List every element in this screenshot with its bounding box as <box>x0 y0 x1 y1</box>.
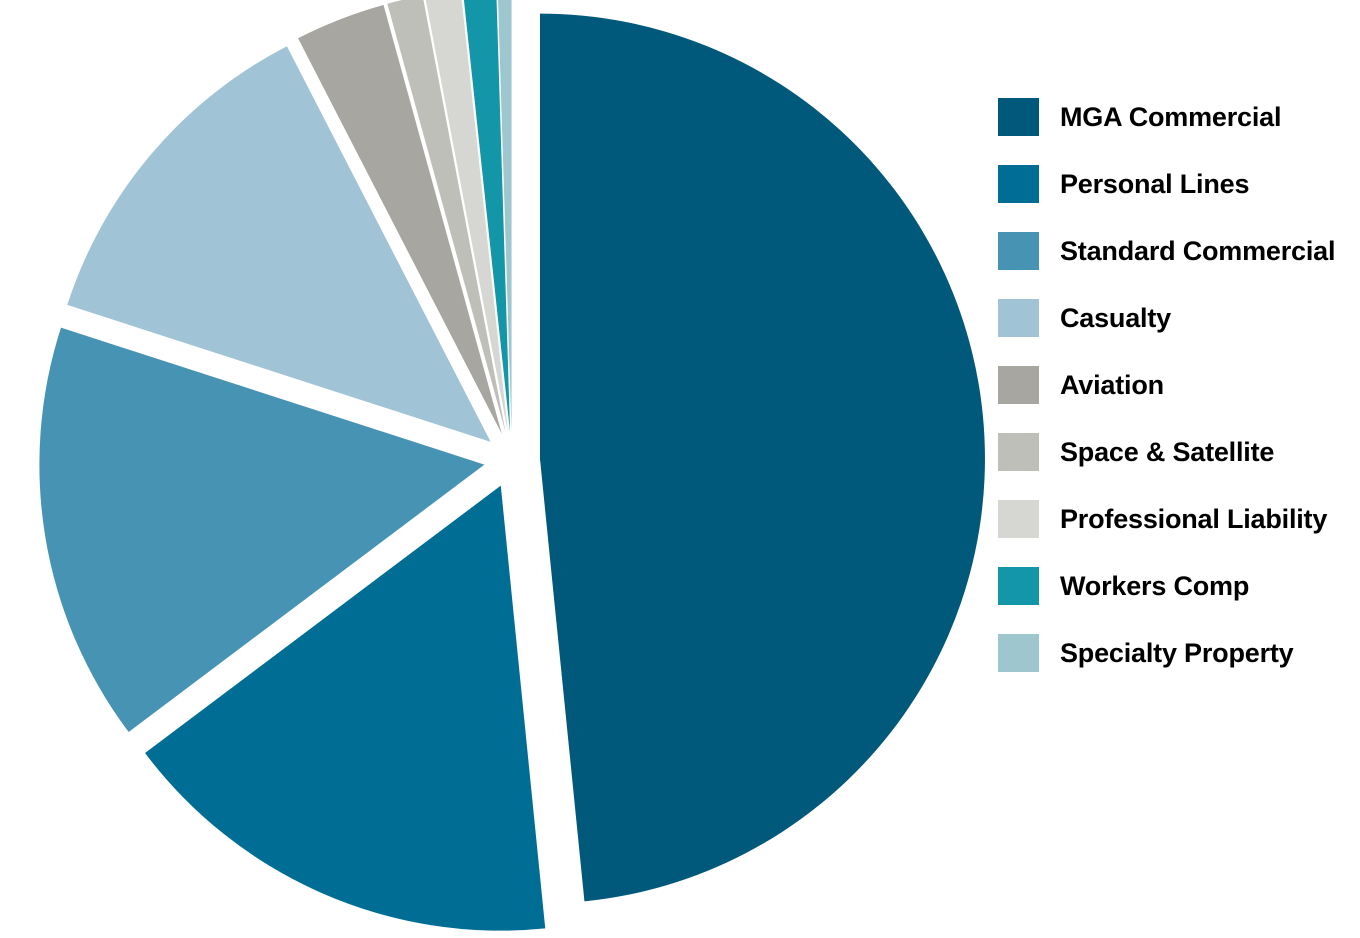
legend-item: Personal Lines <box>998 165 1358 203</box>
legend-item: Professional Liability <box>998 500 1358 538</box>
legend-label: Casualty <box>1060 302 1171 333</box>
legend-label: Aviation <box>1060 369 1164 400</box>
pie-slice-specialty-property <box>498 0 512 433</box>
legend-item: Aviation <box>998 366 1358 404</box>
legend-swatch <box>998 366 1039 404</box>
pie-slice-mga-commercial <box>539 13 985 902</box>
legend-item: MGA Commercial <box>998 98 1358 136</box>
legend-swatch <box>998 634 1039 672</box>
legend-swatch <box>998 433 1039 471</box>
legend-swatch <box>998 500 1039 538</box>
legend-item: Workers Comp <box>998 567 1358 605</box>
legend-swatch <box>998 98 1039 136</box>
legend-swatch <box>998 299 1039 337</box>
legend-swatch <box>998 165 1039 203</box>
pie-slice-professional-liability <box>425 0 508 433</box>
legend-label: Space & Satellite <box>1060 436 1275 467</box>
legend-item: Specialty Property <box>998 634 1358 672</box>
pie-slice-workers-comp <box>463 0 511 433</box>
legend-label: MGA Commercial <box>1060 101 1282 132</box>
legend-label: Professional Liability <box>1060 503 1328 534</box>
legend-item: Space & Satellite <box>998 433 1358 471</box>
legend-label: Specialty Property <box>1060 637 1294 668</box>
legend-item: Casualty <box>998 299 1358 337</box>
pie-slice-standard-commercial <box>39 327 485 733</box>
pie-chart <box>39 0 985 931</box>
legend-label: Personal Lines <box>1060 168 1250 199</box>
legend: MGA Commercial Personal Lines Standard Com… <box>998 98 1358 701</box>
pie-slice-aviation <box>298 4 502 434</box>
legend-label: Standard Commercial <box>1060 235 1336 266</box>
legend-swatch <box>998 232 1039 270</box>
pie-slice-personal-lines <box>145 485 546 931</box>
legend-item: Standard Commercial <box>998 232 1358 270</box>
pie-slice-casualty <box>67 46 491 442</box>
pie-slice-space-satellite <box>387 0 506 433</box>
legend-label: Workers Comp <box>1060 570 1250 601</box>
legend-swatch <box>998 567 1039 605</box>
